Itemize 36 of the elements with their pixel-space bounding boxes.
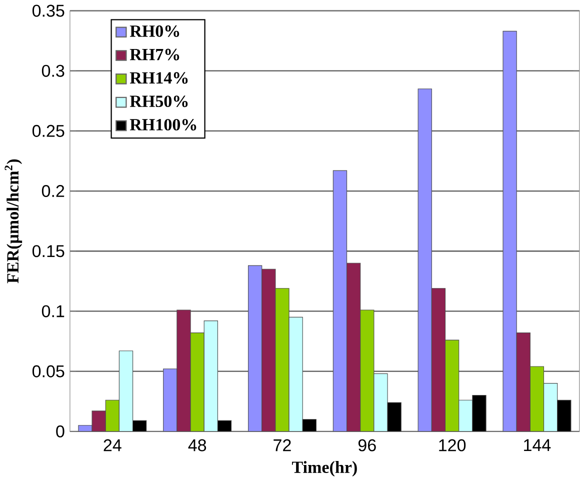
x-tick-label: 24 — [104, 439, 122, 452]
bar — [105, 400, 120, 432]
bar — [418, 88, 432, 432]
y-tick-label: 0.25 — [32, 124, 64, 137]
bar — [190, 332, 204, 432]
bar — [332, 170, 348, 432]
bar — [248, 265, 262, 432]
y-tick-label: 0 — [56, 425, 64, 438]
bar — [472, 394, 486, 432]
bar — [360, 310, 374, 432]
x-axis-title: Time(hr) — [292, 460, 357, 476]
x-tick-label: 120 — [439, 439, 466, 452]
y-tick-label: 0.1 — [42, 305, 64, 318]
legend-label: RH100% — [130, 118, 196, 130]
bar — [530, 366, 544, 432]
bar — [387, 402, 402, 432]
x-tick-label: 96 — [358, 439, 376, 452]
bar — [275, 288, 290, 432]
x-tick-label: 48 — [188, 439, 206, 452]
legend-label: RH0% — [130, 25, 180, 37]
y-tick-label: 0.3 — [42, 64, 64, 77]
bar — [302, 419, 316, 432]
y-tick-label: 0.2 — [42, 184, 64, 197]
legend-label: RH50% — [130, 95, 188, 108]
bar — [163, 368, 178, 432]
bar — [557, 400, 572, 432]
y-axis-title: FER(μmol/hcm$^{2}$) — [4, 159, 22, 284]
legend-label: RH14% — [130, 72, 188, 84]
x-tick-label: 72 — [274, 439, 291, 452]
y-tick-label: 0.05 — [32, 365, 64, 378]
bar — [502, 30, 517, 432]
legend-label: RH7% — [130, 48, 180, 60]
y-tick-label: 0.35 — [32, 4, 64, 17]
bar — [444, 340, 460, 432]
y-tick-label: 0.15 — [32, 244, 64, 258]
x-tick-label: 144 — [524, 439, 551, 451]
